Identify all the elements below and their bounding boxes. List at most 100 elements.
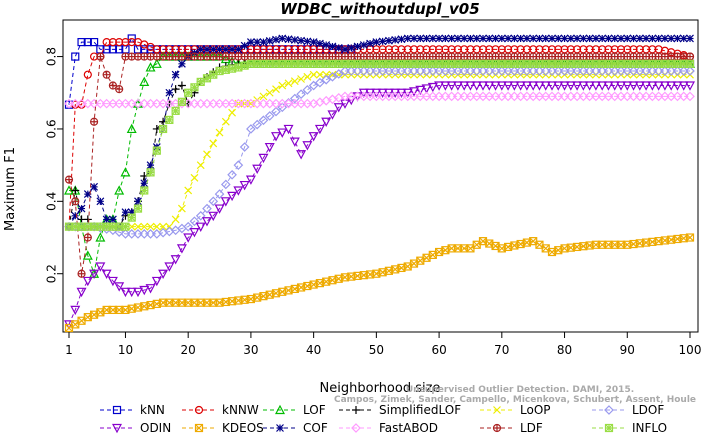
data-point-cof [384, 36, 393, 45]
legend-label-loop: LoOP [520, 403, 551, 417]
data-point-ldof [183, 221, 194, 232]
data-point-lof [120, 167, 131, 177]
data-point-ldof [302, 85, 313, 95]
data-point-odin [578, 81, 589, 91]
legend-item-inflo: INFLO [592, 421, 667, 434]
data-point-fastabod [547, 91, 557, 102]
data-point-fastabod [133, 98, 143, 109]
data-point-loop [303, 72, 312, 81]
data-point-fastabod [578, 91, 589, 102]
y-tick-label: 0.8 [45, 47, 59, 66]
data-point-cof [579, 34, 588, 43]
data-point-cof [102, 215, 111, 224]
data-point-cof [253, 38, 262, 47]
data-point-cof [598, 34, 607, 43]
x-axis: 1 10 20 30 40 50 60 70 80 90 100 [65, 331, 701, 357]
legend-marker-fastabod [351, 423, 361, 433]
data-point-ldof [202, 203, 212, 214]
data-point-odin [484, 81, 495, 91]
legend-item-knnw: kNNW [182, 403, 259, 417]
data-point-inflo [215, 66, 224, 76]
data-point-cof [504, 34, 513, 43]
data-point-odin [540, 81, 551, 91]
data-point-odin [302, 141, 313, 151]
data-point-odin [158, 269, 169, 279]
data-point-ldof [189, 216, 200, 227]
x-tick-label: 90 [620, 343, 635, 357]
data-point-odin [666, 81, 677, 91]
x-tick-label: 30 [243, 343, 258, 357]
data-point-ldof [528, 66, 539, 76]
legend-label-fastabod: FastABOD [379, 421, 438, 434]
data-point-fastabod [220, 98, 231, 109]
data-point-fastabod [678, 91, 689, 102]
legend-label-ldof: LDOF [632, 403, 664, 417]
data-point-fastabod [660, 91, 670, 102]
data-point-cof [667, 34, 676, 43]
data-point-ldof [352, 66, 363, 76]
data-point-ldof [208, 196, 219, 207]
data-point-fastabod [340, 91, 350, 102]
data-point-odin [358, 88, 369, 99]
data-point-odin [528, 81, 539, 91]
legend-item-loop: LoOP [480, 403, 551, 417]
data-point-cof [228, 45, 237, 54]
data-point-inflo [152, 146, 161, 155]
data-point-fastabod [653, 91, 664, 102]
data-point-knn [77, 37, 86, 47]
data-point-odin [371, 88, 382, 99]
data-point-simplifiedlof [171, 85, 180, 94]
data-point-ldof [308, 80, 319, 91]
series-fastabod [64, 91, 695, 109]
data-point-odin [133, 287, 143, 298]
data-point-ldof [333, 69, 344, 79]
data-point-loop [209, 139, 218, 148]
data-point-cof [560, 34, 569, 43]
data-point-cof [403, 34, 412, 43]
data-point-odin [314, 124, 325, 135]
data-point-odin [114, 282, 125, 292]
data-point-ldof [565, 66, 576, 76]
data-point-cof [535, 34, 544, 43]
data-point-cof [491, 34, 500, 43]
data-point-fastabod [628, 91, 639, 102]
data-point-odin [409, 87, 419, 97]
data-point-fastabod [402, 91, 413, 102]
data-point-ldof [634, 66, 645, 76]
data-point-fastabod [591, 91, 601, 102]
data-point-fastabod [151, 98, 162, 109]
data-point-ldof [471, 66, 482, 76]
data-point-odin [195, 222, 206, 232]
data-point-odin [628, 81, 639, 91]
data-point-odin [208, 211, 219, 222]
data-point-fastabod [114, 98, 125, 109]
data-point-odin [503, 81, 514, 91]
legend-label-lof: LOF [303, 403, 326, 417]
data-point-ldof [653, 66, 664, 76]
data-point-ldof [522, 66, 532, 76]
data-point-cof [422, 34, 431, 43]
data-point-fastabod [289, 98, 300, 109]
data-point-fastabod [572, 91, 582, 102]
data-point-ldof [597, 66, 608, 76]
data-point-ldof [616, 66, 626, 76]
data-point-cof [529, 34, 538, 43]
legend-marker-knn [112, 405, 122, 415]
data-point-cof [617, 34, 625, 43]
data-point-odin [145, 284, 156, 294]
data-point-loop [152, 222, 161, 231]
data-point-cof [554, 34, 563, 43]
data-point-cof [516, 34, 525, 43]
data-point-cof [604, 34, 613, 43]
data-point-loop [228, 108, 237, 117]
data-point-fastabod [64, 98, 74, 109]
data-point-ldof [377, 66, 388, 76]
data-point-fastabod [409, 91, 419, 102]
legend-marker-ldf [492, 423, 502, 433]
data-point-fastabod [246, 98, 256, 109]
data-point-odin [258, 153, 269, 164]
data-point-fastabod [440, 91, 451, 102]
data-point-cof [140, 179, 149, 188]
data-point-ldof [264, 111, 275, 121]
data-point-ldof [239, 142, 250, 152]
